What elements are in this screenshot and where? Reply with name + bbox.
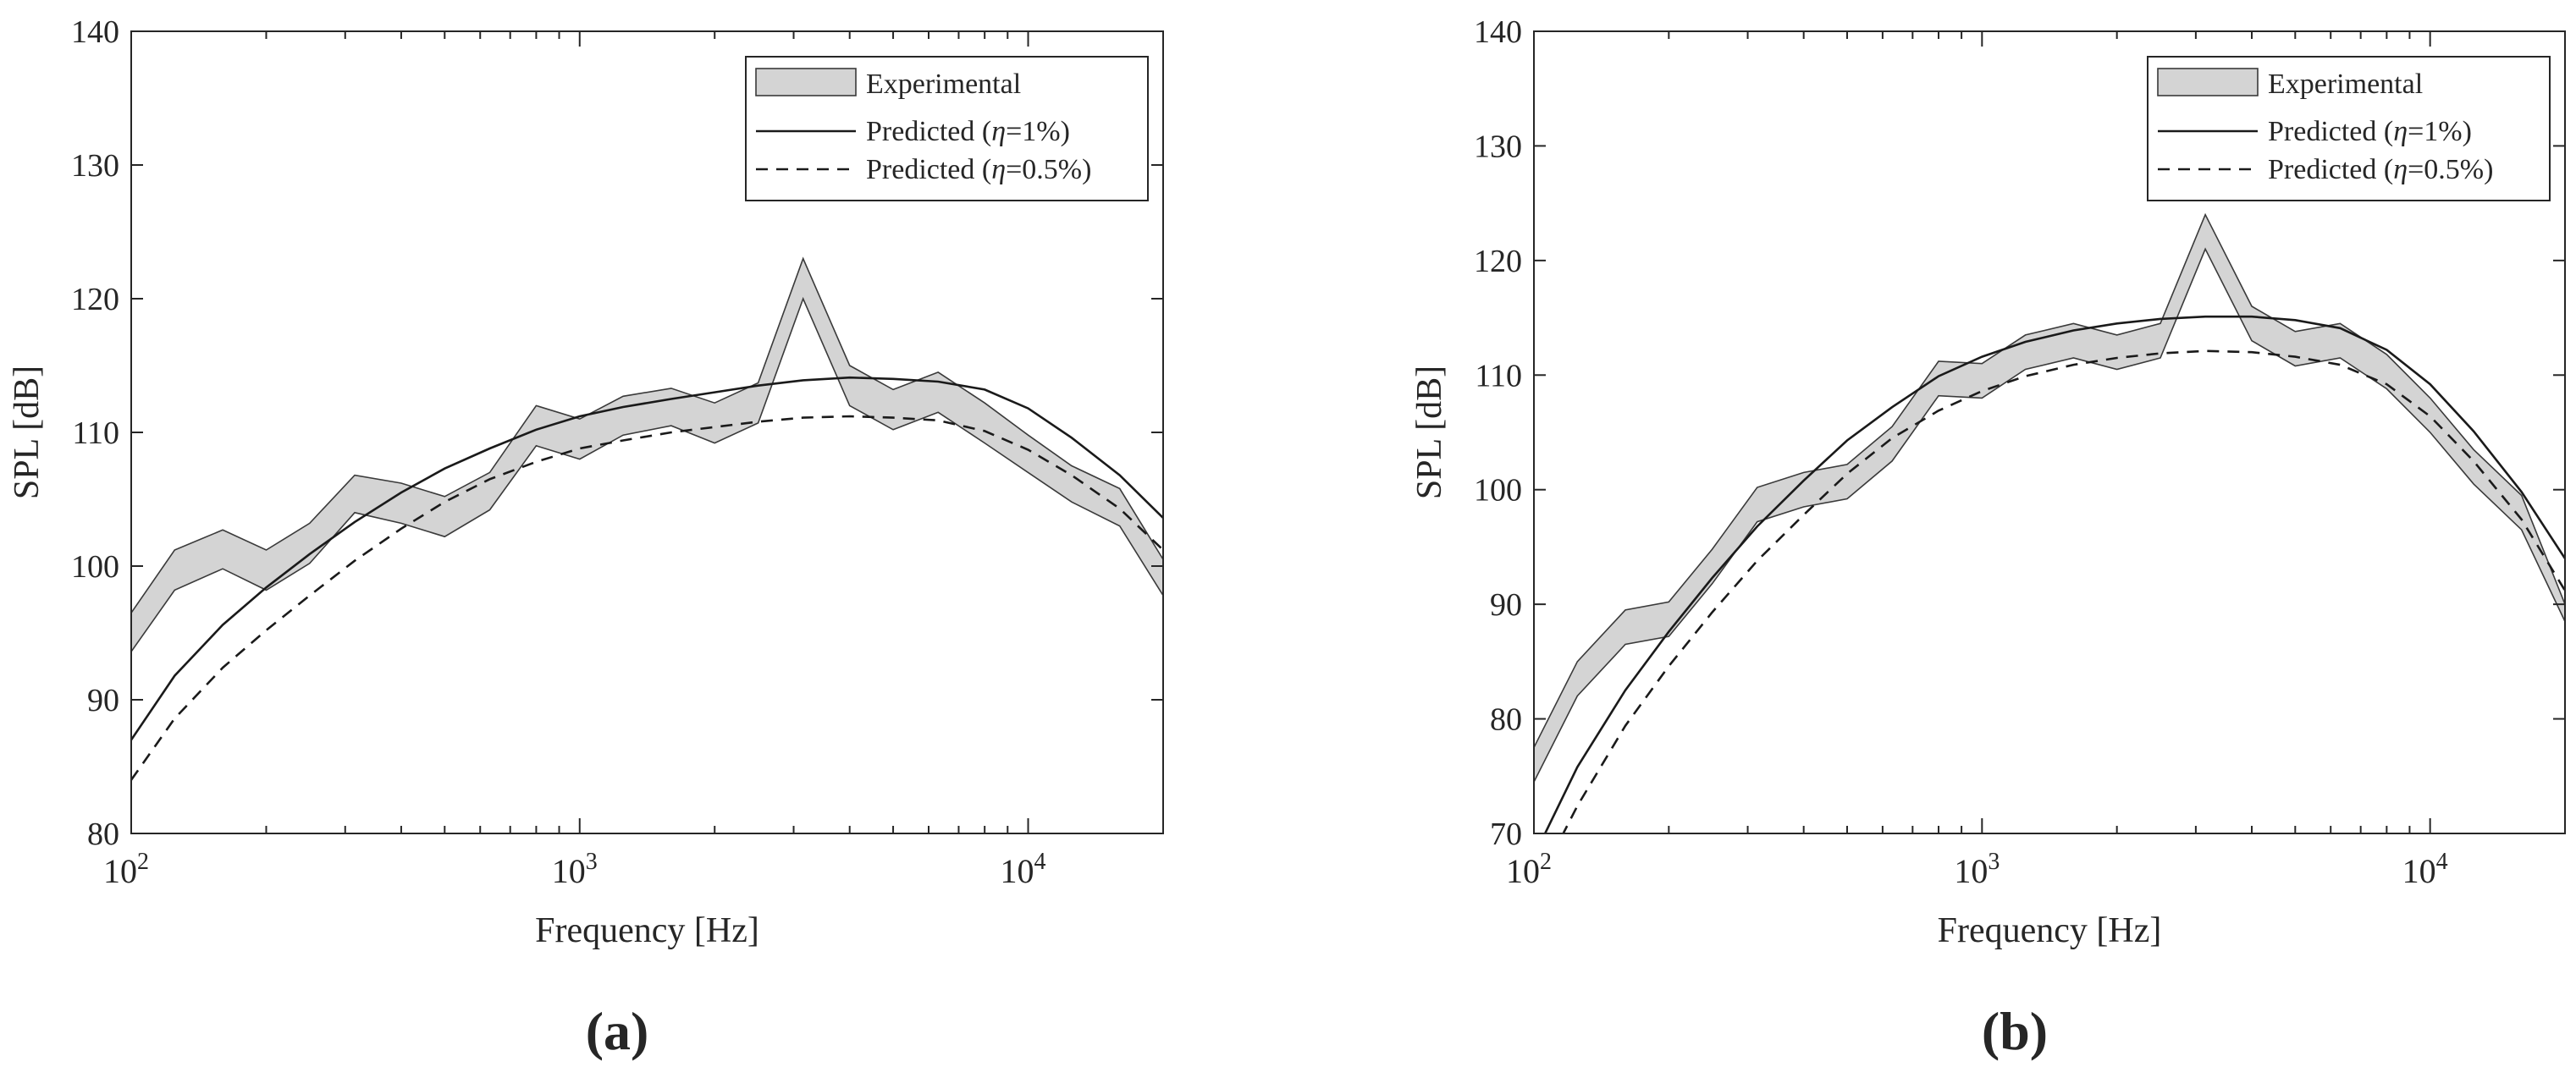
y-tick-label: 140: [1474, 14, 1522, 50]
x-tick-label: 102: [1506, 849, 1552, 890]
experimental-band: [131, 256, 1163, 653]
predicted-eta-1-line: [131, 376, 1163, 741]
axes-box: [1533, 30, 2566, 834]
y-axis-label: SPL [dB]: [1410, 366, 1449, 499]
y-tick-label: 140: [71, 14, 119, 50]
x-tick-label: 104: [1001, 849, 1046, 890]
y-tick-label: 110: [72, 415, 119, 451]
legend-predicted-eta-1-label: Predicted (η=1%): [2268, 116, 2472, 147]
x-tick-label: 103: [552, 849, 598, 890]
y-tick-label: 80: [87, 817, 119, 852]
y-tick-label: 100: [1474, 473, 1522, 509]
x-tick-label: 103: [1954, 849, 2000, 890]
y-tick-label: 110: [1475, 358, 1522, 393]
chart-panel-a: 80 90 100 110 120 130 140 102 103 104 Frequency [H…: [8, 14, 1164, 1061]
chart-panel-b: 70 80 90 100 110 120 130 140 102 103 104 Frequency …: [1410, 14, 2566, 1061]
legend-predicted-eta-0.5-label: Predicted (η=0.5%): [2268, 154, 2493, 185]
legend-experimental-label: Experimental: [2268, 69, 2423, 100]
experimental-band: [1534, 212, 2565, 783]
y-tick-label: 130: [71, 148, 119, 184]
legend: Experimental Predicted (η=1%) Predicted (η…: [2147, 56, 2551, 201]
legend-experimental-label: Experimental: [866, 69, 1021, 100]
legend: Experimental Predicted (η=1%) Predicted (η…: [745, 56, 1149, 201]
legend-predicted-eta-0.5-label: Predicted (η=0.5%): [866, 154, 1091, 185]
y-tick-label: 130: [1474, 129, 1522, 164]
y-tick-label: 80: [1490, 702, 1522, 738]
legend-experimental-swatch: [2157, 68, 2259, 96]
x-tick-label: 104: [2402, 849, 2448, 890]
panel-label: (a): [586, 1001, 649, 1061]
x-tick-label: 102: [103, 849, 149, 890]
y-tick-label: 120: [71, 282, 119, 317]
y-tick-label: 120: [1474, 244, 1522, 279]
y-tick-label: 90: [87, 683, 119, 718]
predicted-eta-1-line: [1543, 315, 2565, 833]
predicted-eta-0.5-line: [131, 415, 1163, 781]
y-tick-label: 70: [1490, 817, 1522, 852]
x-axis-label: Frequency [Hz]: [1938, 911, 2162, 950]
predicted-eta-0.5-line: [1562, 349, 2565, 833]
y-tick-label: 90: [1490, 587, 1522, 623]
y-tick-label: 100: [71, 549, 119, 585]
legend-predicted-eta-1-label: Predicted (η=1%): [866, 116, 1070, 147]
panel-label: (b): [1982, 1001, 2048, 1061]
legend-experimental-swatch: [755, 68, 857, 96]
y-axis-label: SPL [dB]: [8, 366, 47, 499]
x-axis-label: Frequency [Hz]: [535, 911, 759, 950]
